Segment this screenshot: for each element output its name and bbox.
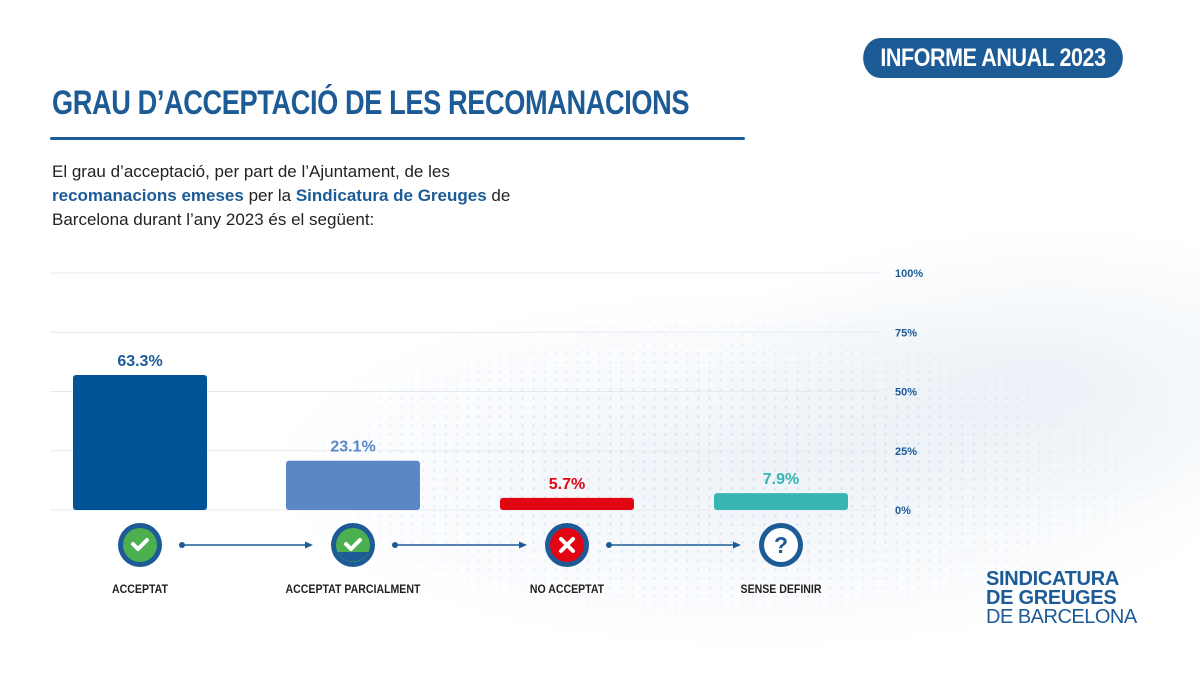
- partial-check-circle-icon: [331, 523, 375, 567]
- value-label: 7.9%: [763, 471, 799, 488]
- bar-sense-definir: [714, 493, 848, 510]
- y-tick-label: 50%: [895, 387, 917, 399]
- flow-arrow-head: [733, 541, 741, 549]
- y-tick-label: 25%: [895, 446, 917, 458]
- svg-text:?: ?: [774, 532, 788, 558]
- intro-highlight-sindicatura: Sindicatura de Greuges: [295, 186, 487, 205]
- logo-line-2: DE GREUGES: [986, 587, 1117, 609]
- sindicatura-logo: SINDICATURA DE GREUGES DE BARCELONA: [986, 568, 1137, 628]
- intro-text-3: de Barcelona durant l’any 2023 és el seg…: [52, 186, 511, 229]
- intro-paragraph: El grau d’acceptació, per part de l’Ajun…: [52, 160, 572, 232]
- bar-acceptat-parcialment: [286, 460, 420, 510]
- logo-line-3: DE BARCELONA: [986, 606, 1137, 628]
- logo-line-1: SINDICATURA: [986, 568, 1119, 590]
- bar-acceptat: [73, 374, 207, 510]
- x-circle-icon: [545, 523, 589, 567]
- flow-arrow-head: [519, 541, 527, 549]
- intro-text-2: per la: [243, 186, 296, 205]
- y-tick-label: 0%: [895, 505, 911, 517]
- y-tick-label: 75%: [895, 327, 917, 339]
- value-label: 5.7%: [549, 476, 585, 493]
- category-label: ACCEPTAT PARCIALMENT: [286, 583, 421, 596]
- report-badge: INFORME ANUAL 2023: [863, 38, 1123, 78]
- check-circle-icon: [118, 523, 162, 567]
- intro-highlight-recommendations: recomanacions emeses: [52, 186, 244, 205]
- title-underline: [50, 137, 745, 140]
- category-label: NO ACCEPTAT: [530, 583, 604, 596]
- intro-text-1: El grau d’acceptació, per part de l’Ajun…: [52, 162, 450, 181]
- flow-arrow-head: [305, 541, 313, 549]
- value-label: 23.1%: [330, 439, 375, 456]
- value-label: 63.3%: [117, 353, 162, 370]
- category-label: ACCEPTAT: [112, 583, 168, 596]
- y-tick-label: 100%: [895, 268, 923, 280]
- page-title: GRAU D’ACCEPTACIÓ DE LES RECOMANACIONS: [52, 84, 690, 122]
- bar-no-acceptat: [500, 497, 634, 510]
- question-circle-icon: ?: [759, 523, 803, 567]
- category-label: SENSE DEFINIR: [741, 583, 822, 596]
